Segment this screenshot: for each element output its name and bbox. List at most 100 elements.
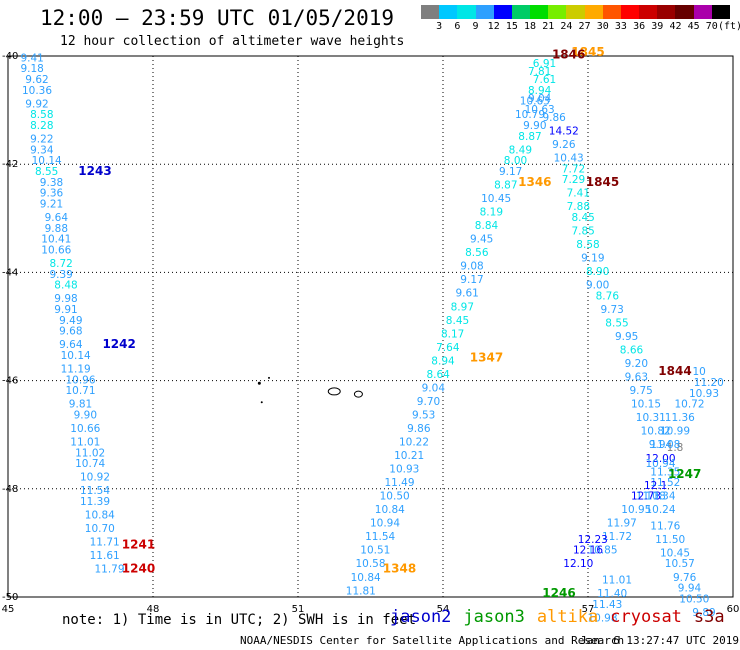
wave-height-label: 8.45 bbox=[446, 315, 469, 327]
wave-height-label: 10.14 bbox=[61, 350, 91, 362]
wave-height-label: 10.14 bbox=[32, 155, 62, 167]
wave-height-label: 11.39 bbox=[80, 496, 110, 508]
lon-tick-label: 51 bbox=[292, 604, 305, 615]
wave-height-label: 10.22 bbox=[399, 437, 429, 449]
lat-tick-label: -48 bbox=[2, 484, 18, 495]
wave-height-label: 10.34 bbox=[645, 491, 675, 503]
wave-height-label: 11.97 bbox=[607, 518, 637, 530]
wave-height-label: 9.17 bbox=[460, 274, 483, 286]
wave-height-label: 9.45 bbox=[470, 234, 493, 246]
wave-height-label: 9.76 bbox=[673, 572, 697, 584]
legend-s3a: s3a bbox=[693, 607, 725, 627]
wave-height-label: 7.85 bbox=[571, 226, 594, 238]
wave-height-label: 9.86 bbox=[407, 423, 431, 435]
wave-height-label: 10.66 bbox=[70, 423, 100, 435]
wave-height-label: 8.87 bbox=[518, 131, 541, 143]
colorbar-label: 9 bbox=[472, 21, 479, 32]
wave-height-label: 10.66 bbox=[41, 244, 71, 256]
wave-height-label: 9.91 bbox=[54, 304, 77, 316]
wave-height-label: 9.70 bbox=[417, 396, 440, 408]
wave-height-label: 10.93 bbox=[389, 464, 419, 476]
wave-height-label: 10.63 bbox=[525, 104, 555, 116]
wave-height-label: 8.72 bbox=[49, 258, 72, 270]
wave-height-label: 8.58 bbox=[30, 109, 53, 121]
pass-time-label: 1240 bbox=[122, 562, 155, 576]
satellite-legend: jason2 jason3 altika cryosat s3a bbox=[390, 607, 737, 627]
wave-height-label: 10.74 bbox=[75, 458, 105, 470]
wave-height-label: 8.19 bbox=[480, 207, 503, 219]
colorbar-labels: 3 6 9 12 15 18 21 24 27 30 33 36 39 42 45 70 (ft) bbox=[421, 21, 740, 35]
wave-height-label: 10.72 bbox=[674, 399, 704, 411]
wave-height-label: 11.54 bbox=[80, 485, 110, 497]
wave-height-label: 11.79 bbox=[94, 564, 124, 576]
wave-height-label: 11.18 bbox=[636, 491, 666, 503]
lat-tick-label: -42 bbox=[2, 159, 18, 170]
wave-height-label: 9.04 bbox=[528, 93, 552, 105]
colorbar-label: 21 bbox=[542, 21, 555, 32]
wave-height-label: 9.36 bbox=[40, 188, 64, 200]
wave-height-label: 7.88 bbox=[567, 201, 590, 213]
wave-height-label: 9.53 bbox=[412, 409, 435, 421]
wave-height-label: 8.45 bbox=[571, 212, 594, 224]
wave-height-label: 12.23 bbox=[578, 534, 608, 546]
wave-height-label: 9.90 bbox=[523, 120, 546, 132]
wave-height-label: 8.76 bbox=[596, 290, 620, 302]
wave-height-label: 9.21 bbox=[40, 198, 63, 210]
wave-height-label: 8.58 bbox=[576, 239, 599, 251]
page-title: 12:00 – 23:59 UTC 01/05/2019 bbox=[40, 6, 395, 30]
island-outline bbox=[327, 387, 341, 396]
wave-height-label: 9.04 bbox=[422, 382, 446, 394]
wave-height-label: 7.41 bbox=[567, 188, 590, 200]
wave-height-label: 10.36 bbox=[22, 85, 52, 97]
wave-height-label: 10.95 bbox=[621, 504, 651, 516]
wave-height-label: 8.94 bbox=[528, 85, 552, 97]
colorbar-label: (ft) bbox=[717, 21, 740, 32]
wave-height-label: 9.64 bbox=[45, 212, 69, 224]
wave-height-label: 11.02 bbox=[75, 447, 105, 459]
wave-height-label: 9.75 bbox=[629, 385, 652, 397]
colorbar-swatch bbox=[602, 5, 621, 19]
wave-height-label: 8.66 bbox=[620, 345, 644, 357]
wave-height-label: 14.52 bbox=[549, 125, 579, 137]
wave-height-label: 9.98 bbox=[54, 293, 77, 305]
wave-height-label: 11.61 bbox=[90, 550, 120, 562]
wave-height-label: 9.94 bbox=[649, 439, 673, 451]
wave-height-label: 10.21 bbox=[394, 450, 424, 462]
colorbar-swatch bbox=[584, 5, 603, 19]
wave-height-label: 8.55 bbox=[35, 166, 58, 178]
colorbar-swatch bbox=[548, 5, 567, 19]
wave-height-label: 8.64 bbox=[426, 369, 450, 381]
wave-height-label: 10.50 bbox=[679, 593, 709, 605]
wave-height-label: 10.43 bbox=[554, 152, 584, 164]
lat-tick-label: -44 bbox=[2, 267, 18, 278]
wave-height-label: 9.00 bbox=[586, 280, 609, 292]
colorbar-label: 36 bbox=[633, 21, 646, 32]
colorbar-swatch bbox=[439, 5, 458, 19]
colorbar-swatch bbox=[620, 5, 640, 19]
pass-time-label: 1243 bbox=[78, 164, 111, 178]
lon-tick-label: 45 bbox=[2, 604, 15, 615]
colorbar-label: 30 bbox=[596, 21, 609, 32]
colorbar-label: 39 bbox=[651, 21, 664, 32]
pass-time-label: 1845 bbox=[571, 45, 604, 59]
lat-tick-label: -46 bbox=[2, 376, 18, 387]
wave-height-label: 11.81 bbox=[346, 585, 376, 597]
colorbar-label: 12 bbox=[487, 21, 500, 32]
wave-height-label: 11.76 bbox=[650, 520, 680, 532]
wave-height-label: 9.64 bbox=[59, 339, 83, 351]
wave-height-label: 8.84 bbox=[475, 220, 499, 232]
wave-height-label: 11.54 bbox=[365, 531, 395, 543]
wave-height-label: 10 bbox=[692, 366, 705, 378]
wave-height-label: 9.90 bbox=[74, 409, 97, 421]
wave-height-label: 9.94 bbox=[678, 583, 702, 595]
wave-height-label: 8.28 bbox=[30, 120, 53, 132]
pass-time-label: 1846 bbox=[552, 48, 585, 62]
wave-height-label: 6.91 bbox=[533, 58, 556, 70]
wave-height-label: 12.1 bbox=[644, 480, 667, 492]
footnote: note: 1) Time is in UTC; 2) SWH is in fe… bbox=[62, 612, 417, 628]
colorbar-swatch bbox=[711, 5, 730, 19]
pass-time-label: 1347 bbox=[470, 351, 503, 365]
wave-height-label: 10.51 bbox=[360, 545, 390, 557]
wave-height-label: 11.01 bbox=[70, 437, 100, 449]
